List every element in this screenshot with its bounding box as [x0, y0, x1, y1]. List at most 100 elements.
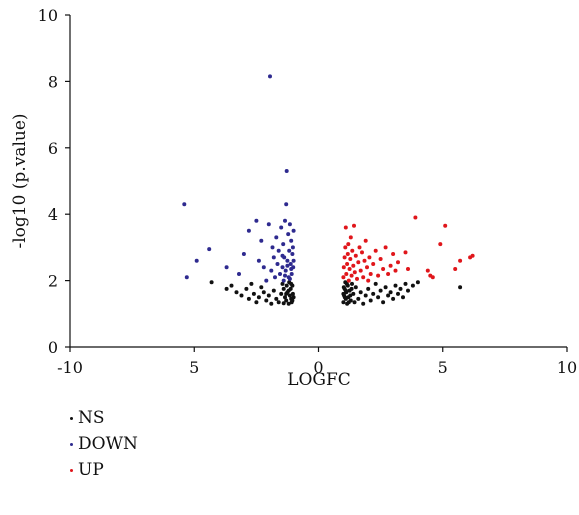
legend-label-ns: NS [78, 408, 105, 428]
point-up [366, 278, 371, 283]
legend: NS DOWN UP [70, 405, 138, 483]
point-ns [256, 295, 261, 300]
point-down [274, 235, 279, 240]
point-ns [376, 295, 381, 300]
point-up [360, 250, 364, 255]
point-ns [276, 300, 281, 305]
point-ns [393, 283, 398, 288]
point-down [284, 202, 289, 207]
point-ns [209, 280, 214, 285]
point-down [224, 265, 229, 270]
point-down [280, 265, 285, 270]
point-down [281, 242, 286, 247]
point-down [287, 276, 292, 281]
point-down [283, 268, 288, 273]
point-down [289, 267, 294, 271]
point-ns [415, 280, 420, 285]
point-ns [391, 296, 396, 301]
point-down [264, 278, 269, 283]
point-up [348, 235, 353, 240]
point-ns [229, 283, 234, 288]
axes: -10 5 0 5 10 0 2 4 6 8 10 [38, 6, 578, 377]
point-ns [284, 283, 289, 288]
point-up [351, 263, 356, 268]
y-tick-label: 6 [48, 139, 58, 158]
point-ns [284, 298, 289, 303]
point-down [290, 252, 295, 256]
legend-label-up: UP [78, 460, 104, 480]
point-ns [290, 291, 295, 296]
point-up [425, 268, 430, 273]
point-up [358, 268, 363, 273]
point-up [430, 275, 435, 280]
point-down [184, 275, 189, 280]
legend-marker-down [70, 442, 73, 446]
series-ns [209, 280, 463, 306]
point-ns [341, 300, 346, 305]
point-ns [254, 300, 259, 305]
point-down [261, 265, 266, 270]
point-ns [368, 298, 373, 303]
x-axis-label: LOGFC [287, 370, 351, 390]
point-down [182, 202, 187, 207]
series-up [341, 215, 475, 283]
point-down [273, 275, 277, 280]
point-down [276, 248, 281, 253]
point-up [373, 248, 378, 253]
point-ns [361, 301, 366, 306]
y-tick-label: 0 [48, 338, 58, 357]
point-ns [378, 288, 383, 293]
point-ns [373, 281, 378, 286]
x-tick-label: 0 [313, 358, 323, 377]
point-down [280, 253, 285, 258]
point-ns [348, 293, 353, 298]
point-down [291, 258, 296, 263]
point-ns [342, 295, 347, 300]
point-down [285, 258, 290, 263]
point-ns [381, 300, 386, 305]
legend-label-down: DOWN [78, 434, 138, 454]
point-up [361, 275, 366, 280]
point-ns [352, 300, 357, 305]
point-up [458, 258, 463, 263]
point-up [443, 223, 448, 228]
point-up [376, 273, 381, 278]
point-ns [279, 291, 284, 296]
point-down [259, 238, 264, 243]
point-up [350, 248, 355, 253]
point-ns [353, 285, 358, 290]
point-down [241, 252, 246, 256]
point-up [368, 272, 373, 276]
point-ns [286, 301, 291, 306]
point-up [341, 265, 346, 270]
point-ns [249, 281, 254, 286]
point-ns [286, 288, 291, 293]
point-ns [344, 281, 349, 286]
point-ns [281, 301, 286, 306]
point-ns [284, 291, 289, 296]
point-up [341, 275, 346, 280]
point-ns [264, 298, 269, 303]
y-tick-label: 4 [48, 205, 58, 224]
point-ns [269, 301, 274, 306]
point-up [367, 255, 372, 260]
point-down [270, 245, 275, 250]
point-down [285, 263, 290, 268]
point-ns [224, 286, 229, 291]
point-ns [234, 290, 239, 295]
point-ns [410, 283, 415, 288]
point-down [291, 228, 296, 233]
point-up [342, 255, 347, 260]
point-ns [341, 285, 346, 290]
point-up [345, 252, 350, 256]
point-ns [271, 288, 276, 293]
point-ns [358, 290, 363, 295]
point-down [246, 228, 251, 233]
point-ns [291, 295, 296, 300]
series-down [182, 74, 296, 283]
point-ns [398, 286, 403, 291]
point-up [346, 242, 351, 247]
point-ns [350, 281, 354, 286]
point-down [286, 232, 291, 237]
point-ns [366, 286, 371, 291]
